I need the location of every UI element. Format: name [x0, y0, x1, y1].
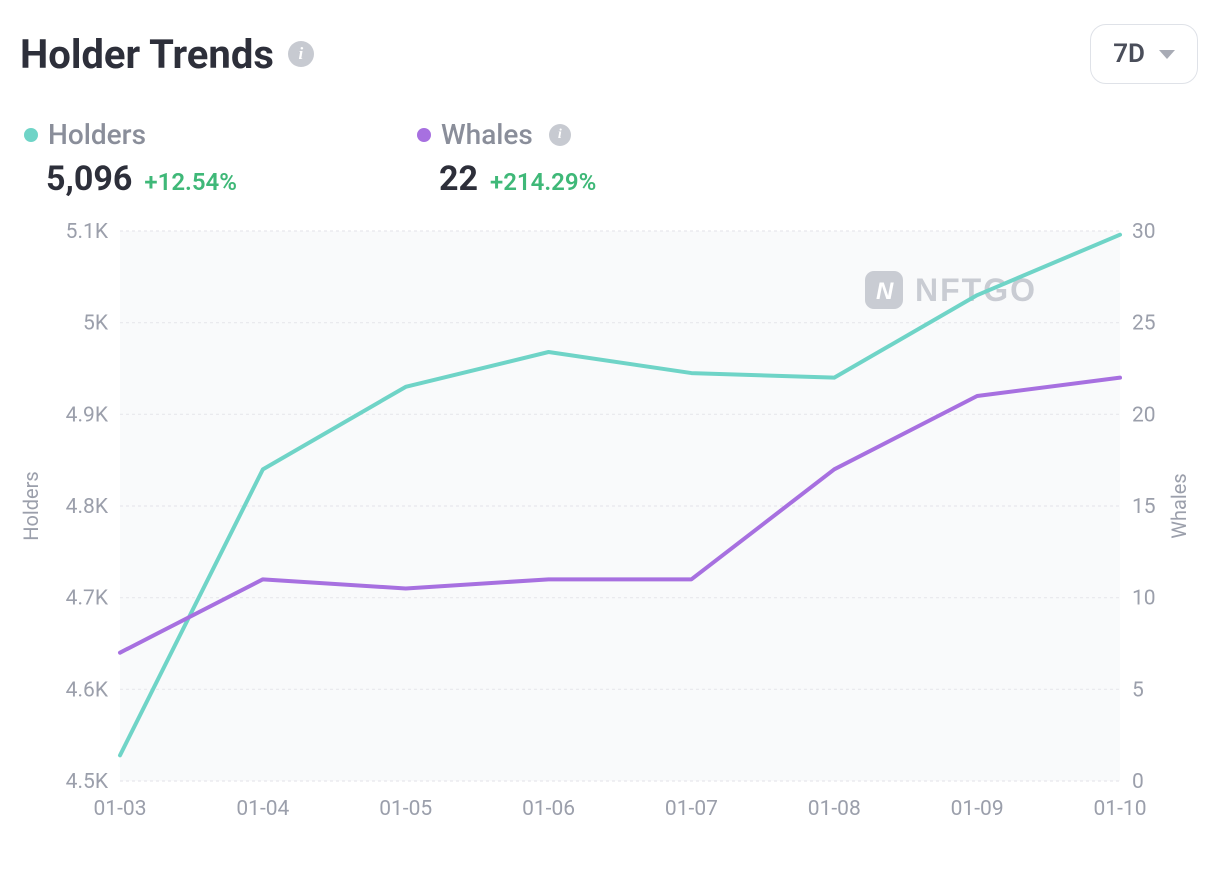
svg-text:25: 25 — [1132, 312, 1156, 336]
header-row: Holder Trends i 7D — [20, 24, 1198, 84]
svg-text:5: 5 — [1132, 678, 1144, 702]
svg-text:20: 20 — [1132, 403, 1156, 427]
time-range-select[interactable]: 7D — [1090, 24, 1198, 84]
svg-text:01-09: 01-09 — [951, 797, 1004, 821]
svg-text:5.1K: 5.1K — [66, 221, 109, 244]
legend-row: Holders 5,096 +12.54% Whales i 22 +214.2… — [20, 118, 1198, 199]
svg-text:30: 30 — [1132, 221, 1156, 244]
title-group: Holder Trends i — [20, 31, 314, 78]
legend-value-whales: 22 — [439, 159, 478, 199]
legend-label-holders: Holders — [48, 118, 146, 151]
legend-label-whales: Whales — [441, 118, 533, 151]
svg-text:01-06: 01-06 — [522, 797, 575, 821]
svg-text:4.8K: 4.8K — [66, 495, 109, 519]
svg-text:N: N — [876, 278, 894, 305]
svg-text:4.7K: 4.7K — [66, 587, 109, 611]
info-icon[interactable]: i — [288, 41, 314, 67]
legend-value-holders: 5,096 — [46, 159, 132, 199]
page-title: Holder Trends — [20, 31, 274, 78]
svg-text:15: 15 — [1132, 495, 1156, 519]
holder-trends-chart: 4.5K 4.6K 4.7K 4.8K 4.9K 5K 5.1K 0 5 10 15 20 25 30 01… — [20, 221, 1198, 841]
legend-value-row: 22 +214.29% — [417, 159, 596, 199]
svg-text:Holders: Holders — [20, 471, 43, 541]
svg-text:10: 10 — [1132, 587, 1156, 611]
svg-text:0: 0 — [1132, 770, 1144, 794]
svg-text:4.6K: 4.6K — [66, 678, 109, 702]
svg-text:01-07: 01-07 — [665, 797, 718, 821]
legend-dot-holders — [24, 128, 38, 142]
svg-text:Whales: Whales — [1167, 473, 1191, 538]
chart-container: 4.5K 4.6K 4.7K 4.8K 4.9K 5K 5.1K 0 5 10 15 20 25 30 01… — [20, 221, 1198, 841]
legend-dot-whales — [417, 128, 431, 142]
info-icon[interactable]: i — [549, 124, 571, 146]
svg-text:01-05: 01-05 — [379, 797, 432, 821]
legend-top: Whales i — [417, 118, 596, 151]
legend-change-holders: +12.54% — [144, 168, 237, 196]
svg-text:01-08: 01-08 — [808, 797, 861, 821]
svg-text:01-04: 01-04 — [236, 797, 289, 821]
svg-text:01-10: 01-10 — [1093, 797, 1146, 821]
time-range-value: 7D — [1113, 39, 1145, 69]
chevron-down-icon — [1159, 50, 1175, 59]
legend-change-whales: +214.29% — [490, 168, 596, 196]
legend-top: Holders — [24, 118, 237, 151]
legend-value-row: 5,096 +12.54% — [24, 159, 237, 199]
svg-text:4.9K: 4.9K — [66, 403, 109, 427]
legend-item-whales: Whales i 22 +214.29% — [417, 118, 596, 199]
svg-text:4.5K: 4.5K — [66, 770, 109, 794]
legend-item-holders: Holders 5,096 +12.54% — [24, 118, 237, 199]
svg-text:01-03: 01-03 — [93, 797, 146, 821]
svg-text:5K: 5K — [83, 312, 109, 336]
